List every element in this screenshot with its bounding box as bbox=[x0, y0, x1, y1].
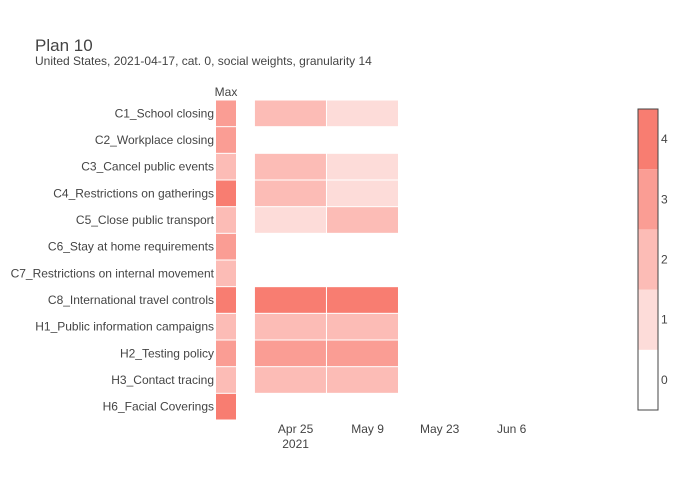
colorbar-tick-label: 1 bbox=[661, 313, 668, 327]
max-cell bbox=[216, 340, 236, 367]
max-cell bbox=[216, 153, 236, 180]
max-cell bbox=[216, 207, 236, 233]
row-labels: C1_School closing C2_Workplace closing C3_… bbox=[11, 106, 215, 413]
row-label: H1_Public information campaigns bbox=[35, 320, 214, 334]
x-tick-label: May 9 bbox=[351, 422, 384, 436]
heatmap-cell bbox=[326, 207, 398, 233]
row-label: H3_Contact tracing bbox=[111, 373, 214, 387]
max-cell bbox=[216, 100, 236, 127]
colorbar: 0 1 2 3 4 bbox=[637, 108, 668, 411]
heatmap-cell bbox=[254, 153, 326, 180]
chart-title: Plan 10 bbox=[35, 36, 93, 55]
heatmap-cell bbox=[254, 367, 326, 393]
row-label: C8_International travel controls bbox=[48, 293, 214, 307]
colorbar-tick-label: 0 bbox=[661, 373, 668, 387]
max-cell bbox=[216, 233, 236, 260]
colorbar-segment bbox=[638, 229, 658, 290]
heatmap-cell bbox=[326, 153, 398, 180]
row-label: H2_Testing policy bbox=[120, 346, 214, 360]
row-label: H6_Facial Coverings bbox=[103, 400, 214, 414]
max-cell bbox=[216, 180, 236, 207]
heatmap-cell bbox=[326, 367, 398, 393]
colorbar-tick-label: 4 bbox=[661, 132, 668, 146]
colorbar-tick-label: 2 bbox=[661, 253, 668, 267]
row-label: C3_Cancel public events bbox=[81, 160, 214, 174]
colorbar-outline bbox=[637, 108, 659, 411]
x-tick-label: Jun 6 bbox=[497, 422, 527, 436]
row-label: C2_Workplace closing bbox=[95, 133, 214, 147]
max-cell bbox=[216, 313, 236, 340]
max-cell bbox=[216, 367, 236, 393]
max-cell bbox=[216, 393, 236, 420]
row-label: C7_Restrictions on internal movement bbox=[11, 266, 215, 280]
row-label: C6_Stay at home requirements bbox=[48, 240, 214, 254]
heatmap-cell bbox=[254, 287, 326, 313]
heatmap-cell bbox=[326, 313, 398, 340]
period-cells bbox=[254, 100, 398, 393]
colorbar-segment bbox=[638, 349, 658, 410]
heatmap-cell bbox=[254, 313, 326, 340]
x-tick-label: Apr 25 bbox=[278, 422, 314, 436]
max-column-label: Max bbox=[215, 85, 238, 99]
colorbar-segment bbox=[638, 169, 658, 230]
heatmap-cell bbox=[254, 180, 326, 207]
max-cell bbox=[216, 127, 236, 153]
max-column-cells bbox=[216, 100, 236, 420]
x-tick-sublabel: 2021 bbox=[282, 437, 309, 451]
colorbar-segment bbox=[638, 109, 658, 170]
heatmap-cell bbox=[326, 180, 398, 207]
row-label: C4_Restrictions on gatherings bbox=[53, 186, 214, 200]
x-tick-label: May 23 bbox=[420, 422, 460, 436]
row-label: C5_Close public transport bbox=[76, 213, 215, 227]
max-cell bbox=[216, 260, 236, 287]
row-label: C1_School closing bbox=[115, 106, 214, 120]
colorbar-tick-label: 3 bbox=[661, 192, 668, 206]
colorbar-segment bbox=[638, 289, 658, 350]
max-cell bbox=[216, 287, 236, 313]
heatmap-cell bbox=[254, 207, 326, 233]
heatmap-cell bbox=[326, 340, 398, 367]
chart-subtitle: United States, 2021-04-17, cat. 0, socia… bbox=[35, 54, 372, 68]
heatmap-cell bbox=[326, 287, 398, 313]
heatmap-cell bbox=[326, 100, 398, 127]
heatmap-cell bbox=[254, 100, 326, 127]
heatmap-cell bbox=[254, 340, 326, 367]
